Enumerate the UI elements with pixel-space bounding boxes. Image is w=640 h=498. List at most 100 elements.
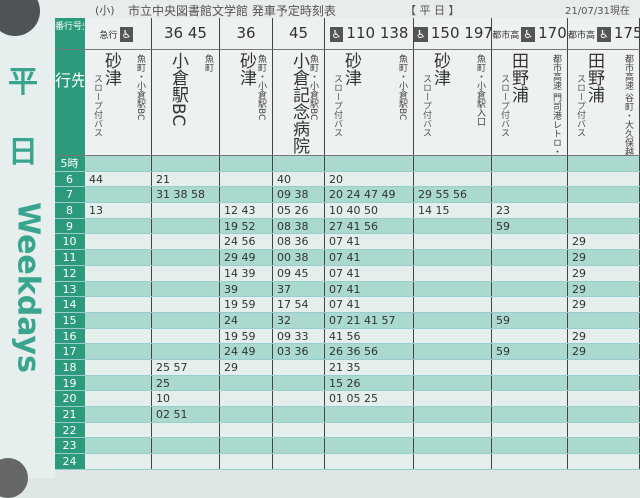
departure-minutes — [568, 359, 640, 375]
departure-minutes: 29 — [568, 250, 640, 265]
departure-minutes — [568, 391, 640, 406]
departure-minutes: 19 59 — [220, 328, 273, 344]
day-en: Weekdays — [10, 202, 46, 373]
hour-label: 7 — [55, 187, 85, 203]
departure-minutes — [220, 375, 273, 391]
route-header: 36 45 — [152, 18, 220, 49]
hour-label: 12 — [55, 265, 85, 281]
departure-minutes — [273, 375, 325, 391]
destination-cell: 小倉駅BC 魚町 — [152, 50, 220, 155]
departure-minutes: 15 26 — [325, 375, 414, 391]
route-header: 45 — [273, 18, 325, 49]
departure-minutes — [152, 203, 220, 218]
wheelchair-icon: ♿ — [521, 27, 536, 42]
hour-label: 14 — [55, 297, 85, 312]
hour-row: 15 24 32 07 21 41 57 59 — [55, 312, 640, 329]
departure-minutes — [492, 187, 568, 203]
departure-minutes — [85, 297, 152, 312]
departure-minutes — [492, 407, 568, 422]
route-prefix: 急行 — [99, 31, 118, 41]
departure-minutes: 21 — [152, 171, 220, 187]
departure-minutes: 59 — [492, 312, 568, 328]
departure-minutes — [85, 234, 152, 250]
departure-minutes: 23 — [492, 203, 568, 218]
departure-minutes: 59 — [492, 344, 568, 359]
hour-label: 24 — [55, 454, 85, 469]
departure-minutes: 07 41 — [325, 250, 414, 265]
departure-minutes: 10 — [152, 391, 220, 406]
hour-label: 22 — [55, 422, 85, 438]
hour-label: 11 — [55, 250, 85, 265]
destination: 砂津 — [341, 52, 361, 86]
departure-minutes — [152, 454, 220, 469]
departure-minutes — [220, 438, 273, 454]
departure-minutes: 20 24 47 49 — [325, 187, 414, 203]
departure-minutes: 29 — [568, 297, 640, 312]
departure-minutes: 29 — [568, 265, 640, 281]
departure-minutes — [414, 454, 492, 469]
route-header: ♿ 150 197 — [414, 18, 492, 49]
departure-minutes — [568, 187, 640, 203]
departure-minutes: 09 38 — [273, 187, 325, 203]
route-header: 都市高 ♿ 170 — [492, 18, 568, 49]
route-prefix: 都市高 — [492, 31, 520, 41]
departure-minutes — [568, 203, 640, 218]
departure-minutes — [492, 359, 568, 375]
route-prefix: 都市高 — [568, 31, 596, 41]
departure-minutes — [414, 312, 492, 328]
departure-minutes: 01 05 25 — [325, 391, 414, 406]
destination-cell: 小倉記念病院 魚町・小倉駅BC — [273, 50, 325, 155]
departure-minutes: 07 41 — [325, 297, 414, 312]
hour-label: 15 — [55, 312, 85, 328]
hour-row: 16 19 59 09 33 41 56 29 — [55, 328, 640, 345]
departure-minutes — [414, 359, 492, 375]
departure-minutes: 00 38 — [273, 250, 325, 265]
departure-minutes — [568, 407, 640, 422]
destination-cell: スロープ付バス 田野浦 都市高速 門司港レトロ・海岸 — [492, 50, 568, 155]
destination-cell: 砂津 魚町・小倉駅BC — [220, 50, 273, 155]
departure-minutes — [414, 156, 492, 171]
hour-label: 16 — [55, 328, 85, 344]
departure-minutes: 29 — [568, 234, 640, 250]
departure-minutes — [325, 422, 414, 438]
hour-label: 10 — [55, 234, 85, 250]
hour-label: 13 — [55, 281, 85, 297]
departure-minutes — [492, 297, 568, 312]
hour-row: 12 14 39 09 45 07 41 29 — [55, 265, 640, 282]
departure-minutes — [273, 391, 325, 406]
departure-minutes — [568, 218, 640, 234]
timetable-title: 市立中央図書館文学館 発車予定時刻表 — [128, 4, 336, 18]
wheelchair-icon: ♿ — [597, 27, 611, 42]
hour-row: 9 19 52 08 38 27 41 56 59 — [55, 218, 640, 235]
departure-minutes — [325, 156, 414, 171]
departure-minutes — [85, 391, 152, 406]
departure-minutes — [414, 328, 492, 344]
departure-minutes — [152, 156, 220, 171]
route-no-label: 番行号先 — [55, 18, 85, 49]
departure-minutes: 02 51 — [152, 407, 220, 422]
hour-row: 20 10 01 05 25 — [55, 391, 640, 407]
departure-minutes — [152, 297, 220, 312]
hour-label: 18 — [55, 359, 85, 375]
departure-minutes: 24 49 — [220, 344, 273, 359]
hour-row: 24 — [55, 454, 640, 470]
route-header: 36 — [220, 18, 273, 49]
departure-minutes — [85, 312, 152, 328]
hour-row: 22 — [55, 422, 640, 439]
departure-minutes: 07 21 41 57 — [325, 312, 414, 328]
departure-minutes — [85, 156, 152, 171]
departure-minutes — [220, 407, 273, 422]
departure-minutes — [325, 407, 414, 422]
hour-row: 10 24 56 08 36 07 41 29 — [55, 234, 640, 251]
destination: 小倉駅BC — [168, 52, 188, 127]
timetable-header: 0-01 (小) 市立中央図書館文学館 発車予定時刻表 【 平 日 】 21/0… — [0, 0, 640, 18]
route-numbers: 110 138 — [346, 24, 409, 42]
hour-row: 23 — [55, 438, 640, 455]
departure-minutes: 32 — [273, 312, 325, 328]
day-panel: 平日 Weekdays — [0, 18, 55, 478]
hour-label: 21 — [55, 407, 85, 422]
departure-minutes: 14 39 — [220, 265, 273, 281]
via-stops: 都市高速 門司港レトロ・海岸 — [551, 54, 561, 155]
departure-minutes: 20 — [325, 171, 414, 187]
departure-minutes — [220, 171, 273, 187]
